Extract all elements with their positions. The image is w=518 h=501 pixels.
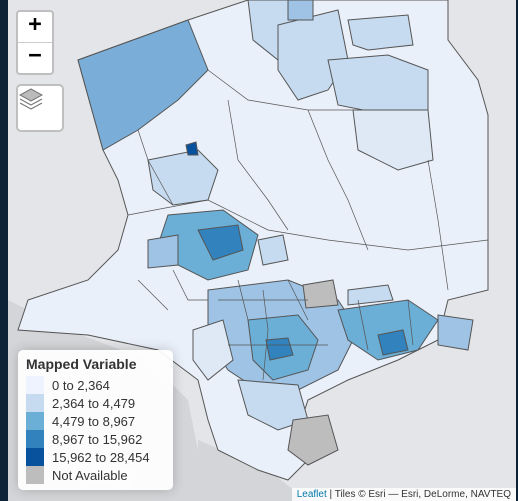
- region-north-3[interactable]: [347, 14, 414, 51]
- legend-swatch: [26, 448, 44, 466]
- legend-swatch: [26, 466, 44, 484]
- ocean-area-south: [198, 440, 308, 501]
- legend-item: 4,479 to 8,967: [26, 412, 165, 430]
- region-east[interactable]: [437, 314, 474, 351]
- legend-item: 2,364 to 4,479: [26, 394, 165, 412]
- legend-label: Not Available: [52, 467, 128, 483]
- region-central-dark[interactable]: [185, 141, 199, 156]
- region-north-6[interactable]: [287, 0, 314, 21]
- legend-swatch: [26, 376, 44, 394]
- choropleth-map: [8, 0, 489, 501]
- legend-items: 0 to 2,364 2,364 to 4,479 4,479 to 8,967 8,…: [26, 376, 165, 484]
- legend-label: 4,479 to 8,967: [52, 413, 136, 429]
- legend-label: 8,967 to 15,962: [52, 431, 143, 447]
- region-north-5[interactable]: [352, 109, 434, 171]
- region-sfv-3[interactable]: [147, 234, 179, 269]
- legend-swatch: [26, 394, 44, 412]
- region-sfv-2[interactable]: [197, 224, 244, 261]
- legend-swatch: [26, 430, 44, 448]
- map-attribution: Leaflet | Tiles © Esri — Esri, DeLorme, …: [291, 488, 516, 501]
- legend-item: 0 to 2,364: [26, 376, 165, 394]
- legend-item: 8,967 to 15,962: [26, 430, 165, 448]
- legend-swatch: [26, 412, 44, 430]
- map-canvas[interactable]: + − Mapped Variable 0 to 2,364 2,364 to 4…: [8, 0, 516, 501]
- region-na-2[interactable]: [287, 414, 339, 466]
- tiles-attribution: | Tiles © Esri — Esri, DeLorme, NAVTEQ: [329, 489, 511, 500]
- legend-label: 2,364 to 4,479: [52, 395, 136, 411]
- region-nw[interactable]: [77, 19, 209, 151]
- region-basin-west[interactable]: [192, 319, 234, 381]
- region-north-2[interactable]: [277, 9, 349, 101]
- zoom-control: + −: [16, 10, 54, 75]
- legend-label: 0 to 2,364: [52, 377, 110, 393]
- legend-item: Not Available: [26, 466, 165, 484]
- tract-boundaries: [127, 69, 489, 381]
- region-north-4[interactable]: [327, 54, 429, 116]
- zoom-out-button[interactable]: −: [18, 42, 52, 73]
- layers-button[interactable]: [16, 84, 64, 132]
- region-sgv-dark[interactable]: [377, 329, 409, 356]
- region-basin-dark[interactable]: [265, 337, 294, 361]
- zoom-in-button[interactable]: +: [28, 12, 42, 37]
- region-sfv-4[interactable]: [257, 234, 289, 266]
- legend-label: 15,962 to 28,454: [52, 449, 150, 465]
- region-na-1[interactable]: [302, 279, 339, 309]
- legend-item: 15,962 to 28,454: [26, 448, 165, 466]
- legend-title: Mapped Variable: [26, 356, 137, 372]
- layers-icon: [18, 88, 44, 110]
- leaflet-link[interactable]: Leaflet: [296, 489, 327, 500]
- map-legend: Mapped Variable 0 to 2,364 2,364 to 4,479…: [18, 350, 173, 490]
- region-east-2[interactable]: [347, 284, 394, 306]
